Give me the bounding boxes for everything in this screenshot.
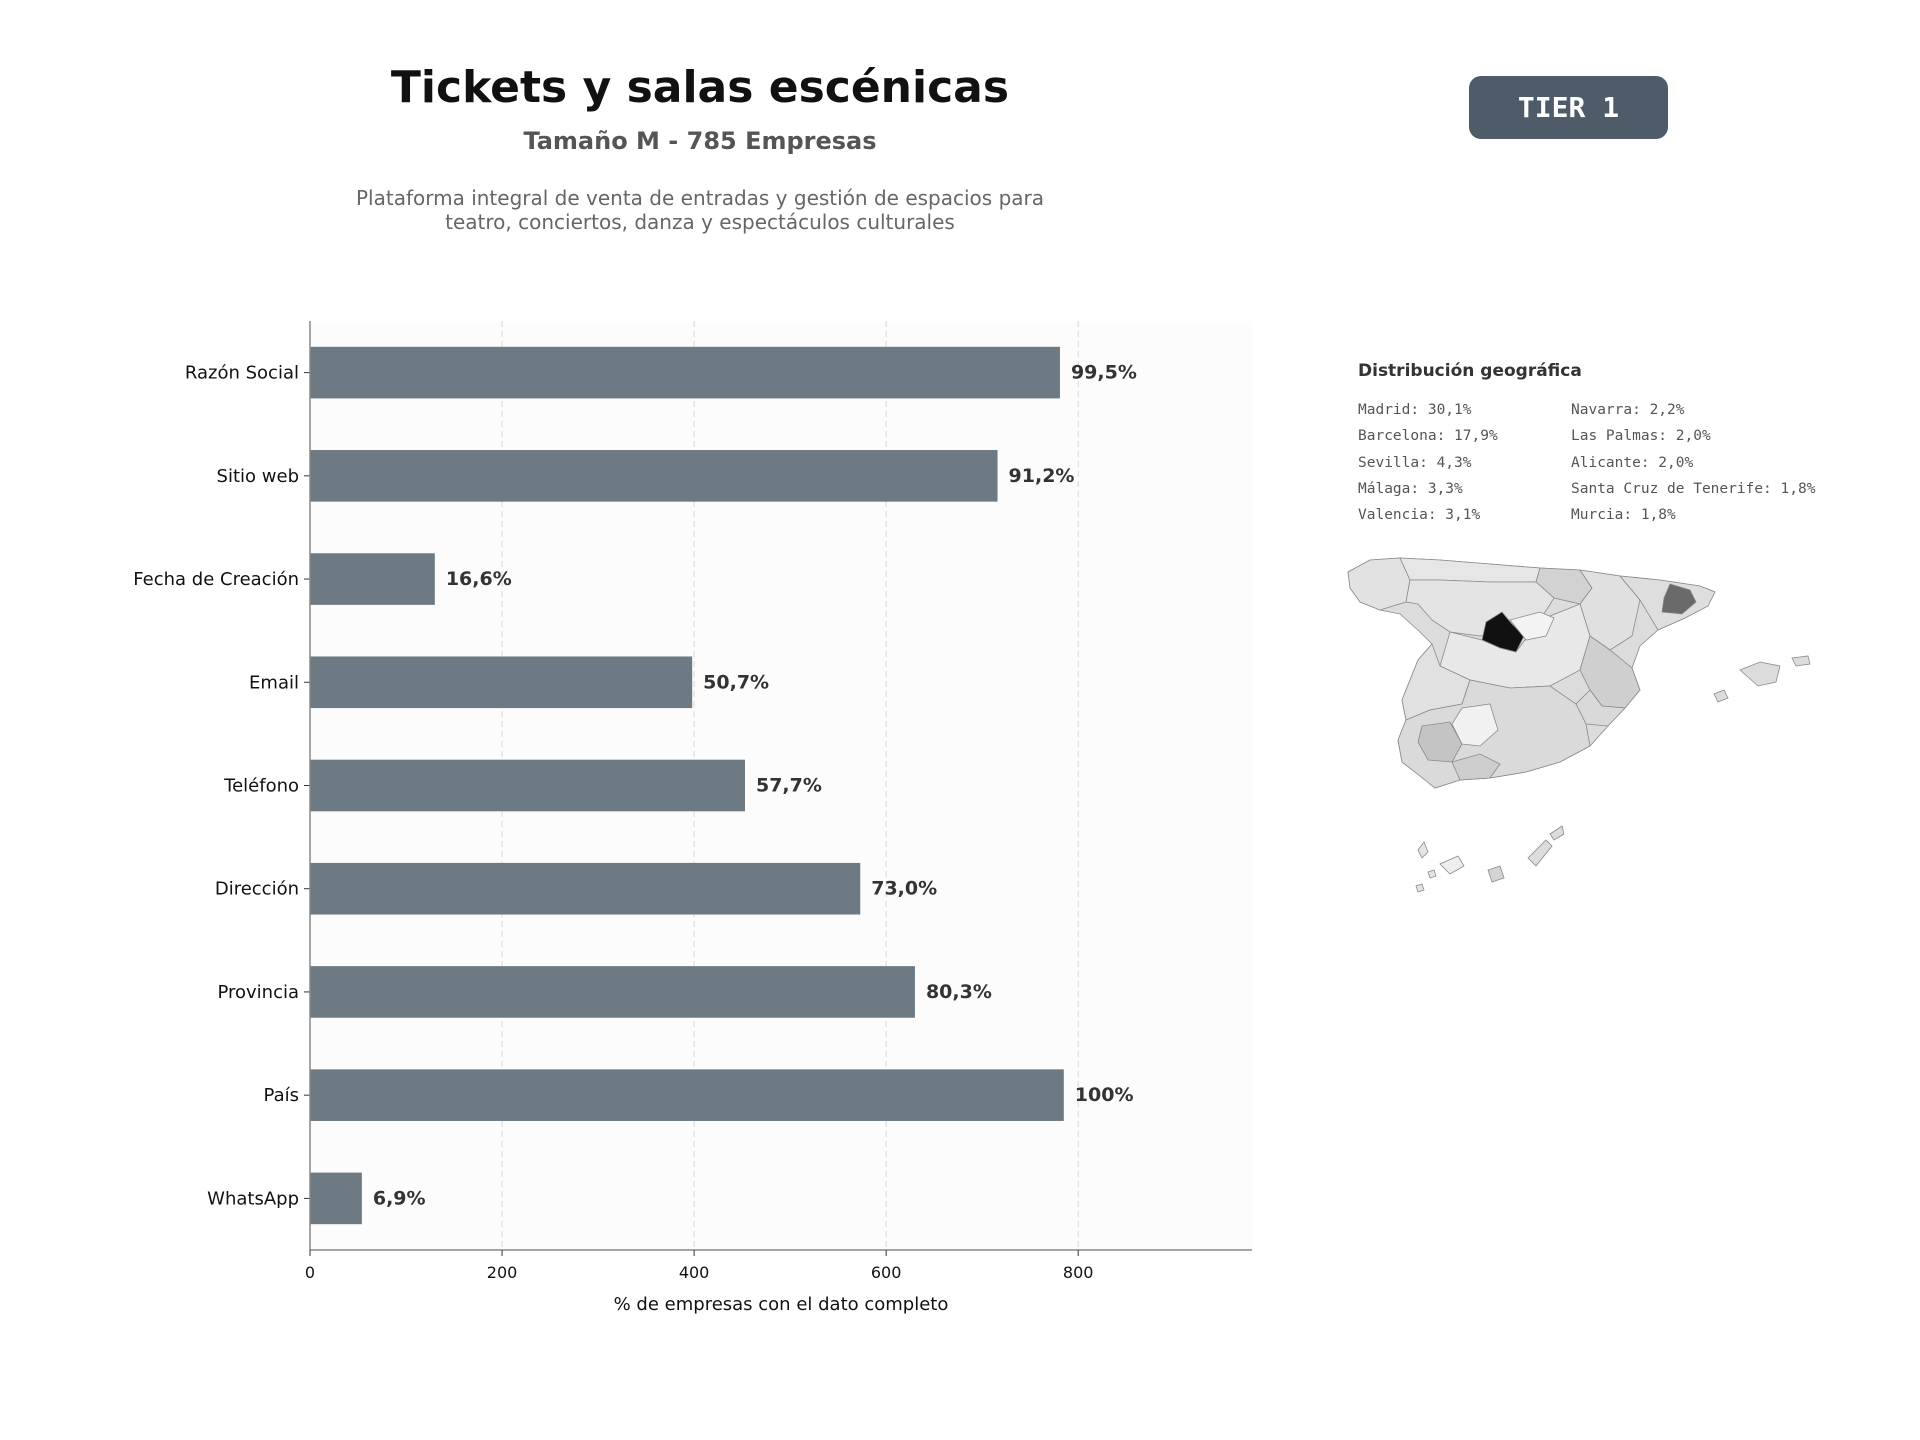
data-label: 100% bbox=[1075, 1084, 1134, 1106]
geo-item: Málaga: 3,3% bbox=[1358, 480, 1463, 497]
y-tick-label: WhatsApp bbox=[207, 1188, 299, 1209]
map-region-la-palma bbox=[1417, 841, 1429, 859]
bar bbox=[310, 553, 435, 605]
geo-title: Distribución geográfica bbox=[1358, 361, 1582, 381]
map-region-north bbox=[1399, 557, 1541, 583]
map-region-gran-canaria bbox=[1487, 865, 1505, 883]
y-tick-label: Sitio web bbox=[217, 466, 299, 487]
spain-map bbox=[1347, 557, 1811, 893]
map-region-cordoba bbox=[1451, 703, 1499, 747]
bar bbox=[310, 1069, 1064, 1121]
geo-item: Sevilla: 4,3% bbox=[1358, 454, 1472, 471]
data-label: 73,0% bbox=[871, 878, 937, 900]
x-tick-label: 600 bbox=[871, 1263, 902, 1282]
geo-item: Valencia: 3,1% bbox=[1358, 507, 1481, 524]
map-region-tenerife bbox=[1439, 855, 1465, 875]
y-tick-label: Email bbox=[249, 672, 299, 693]
map-region-la-gomera bbox=[1427, 869, 1437, 879]
page-title: Tickets y salas escénicas bbox=[390, 62, 1010, 113]
bar bbox=[310, 1172, 362, 1225]
geo-item: Madrid: 30,1% bbox=[1358, 402, 1472, 418]
geo-item: Alicante: 2,0% bbox=[1571, 454, 1694, 471]
map-region-ibiza bbox=[1713, 689, 1729, 703]
map-region-guadalajara bbox=[1509, 611, 1555, 641]
bar bbox=[310, 450, 998, 502]
map-region-el-hierro bbox=[1415, 883, 1425, 893]
x-tick-label: 200 bbox=[487, 1263, 518, 1282]
data-label: 50,7% bbox=[703, 671, 769, 693]
y-tick-label: Teléfono bbox=[223, 776, 299, 797]
description-line-1: Plataforma integral de venta de entradas… bbox=[355, 186, 1044, 210]
data-label: 6,9% bbox=[373, 1187, 426, 1209]
bar bbox=[310, 346, 1060, 399]
y-tick-label: Provincia bbox=[217, 982, 299, 1003]
geo-item: Santa Cruz de Tenerife: 1,8% bbox=[1571, 480, 1816, 497]
geo-item: Murcia: 1,8% bbox=[1571, 507, 1676, 524]
map-region-malaga bbox=[1451, 753, 1501, 781]
geo-item: Las Palmas: 2,0% bbox=[1571, 428, 1711, 445]
geo-item: Navarra: 2,2% bbox=[1571, 402, 1685, 418]
map-region-menorca bbox=[1791, 655, 1811, 667]
y-tick-label: Dirección bbox=[215, 879, 299, 900]
y-tick-label: País bbox=[264, 1085, 299, 1106]
map-region-lanzarote bbox=[1549, 825, 1565, 841]
geo-list-left: Madrid: 30,1% Barcelona: 17,9% Sevilla: … bbox=[1358, 397, 1498, 528]
description-line-2: teatro, conciertos, danza y espectáculos… bbox=[445, 210, 955, 234]
data-label: 16,6% bbox=[446, 568, 512, 590]
page-subtitle: Tamaño M - 785 Empresas bbox=[523, 127, 877, 155]
y-tick-label: Fecha de Creación bbox=[133, 569, 299, 590]
map-region-galicia bbox=[1347, 557, 1411, 611]
y-tick-label: Razón Social bbox=[185, 363, 299, 384]
map-region-balearic bbox=[1739, 661, 1781, 687]
x-tick-label: 800 bbox=[1063, 1263, 1094, 1282]
tier-badge: TIER 1 bbox=[1469, 76, 1668, 139]
x-tick-label: 400 bbox=[679, 1263, 710, 1282]
data-label: 80,3% bbox=[926, 981, 992, 1003]
x-tick-label: 0 bbox=[305, 1263, 315, 1282]
map-region-barcelona bbox=[1661, 583, 1697, 615]
map-region-fuerteventura bbox=[1527, 839, 1553, 867]
bar bbox=[310, 759, 745, 812]
data-label: 91,2% bbox=[1009, 465, 1075, 487]
geo-list-right: Navarra: 2,2% Las Palmas: 2,0% Alicante:… bbox=[1571, 397, 1815, 528]
bar bbox=[310, 862, 861, 915]
x-axis-label: % de empresas con el dato completo bbox=[614, 1294, 949, 1315]
description: Plataforma integral de venta de entradas… bbox=[300, 186, 1100, 234]
bar bbox=[310, 656, 693, 709]
geo-item: Barcelona: 17,9% bbox=[1358, 428, 1498, 445]
data-label: 57,7% bbox=[756, 775, 822, 797]
bar bbox=[310, 966, 915, 1018]
data-label: 99,5% bbox=[1071, 362, 1137, 384]
